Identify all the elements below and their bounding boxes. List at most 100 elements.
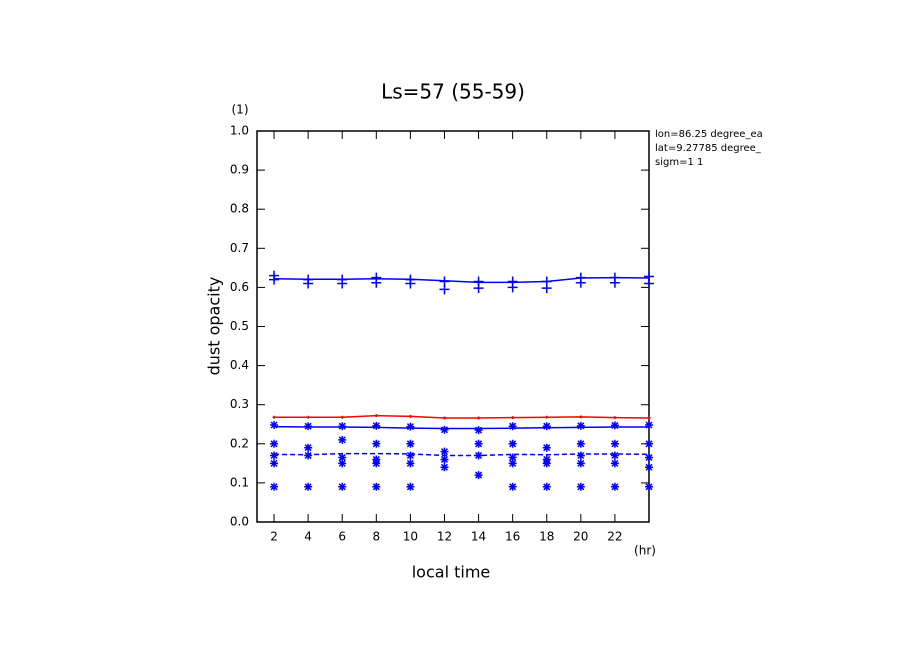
- plus-marker: [507, 282, 518, 293]
- star-marker: [270, 482, 279, 491]
- y-tick-label: 0.3: [230, 397, 249, 411]
- star-marker: [645, 421, 653, 430]
- x-tick-label: 8: [372, 530, 380, 544]
- plus-marker: [405, 278, 416, 289]
- star-marker: [304, 422, 313, 431]
- plus-marker: [609, 277, 620, 288]
- annotation: lon=86.25 degree_ea: [655, 129, 763, 140]
- plus-marker: [371, 277, 382, 288]
- star-marker: [440, 425, 449, 434]
- x-axis-label: local time: [412, 563, 491, 582]
- plus-marker: [303, 278, 314, 289]
- plus-marker: [541, 283, 552, 294]
- star-marker: [406, 422, 415, 431]
- star-marker: [508, 422, 517, 431]
- y-tick-label: 0.2: [230, 436, 249, 450]
- y-tick-label: 0.7: [230, 241, 249, 255]
- dot-marker: [545, 415, 549, 419]
- line: [274, 414, 650, 419]
- x-tick-label: 16: [505, 530, 520, 544]
- star-marker: [440, 463, 449, 472]
- dot-marker: [340, 415, 344, 419]
- star-marker: [406, 459, 415, 468]
- star-marker: [508, 453, 517, 462]
- dot-marker: [477, 416, 481, 420]
- plot-frame: [256, 130, 650, 523]
- star-marker: [270, 459, 279, 468]
- y-tick-label: 0.4: [230, 358, 249, 372]
- star-marker: [576, 451, 585, 460]
- plus-marker: [337, 278, 348, 289]
- star-marker: [372, 459, 381, 468]
- star-marker: [576, 459, 585, 468]
- x-tick-label: 12: [437, 530, 452, 544]
- x-tick-label: 14: [471, 530, 486, 544]
- star-marker: [610, 451, 619, 460]
- y-tick-label: 0.9: [230, 163, 249, 177]
- y-tick-label: 0.8: [230, 202, 249, 216]
- x-tick-label: 20: [573, 530, 588, 544]
- star-marker: [610, 421, 619, 430]
- star-marker: [542, 443, 551, 452]
- star-marker: [372, 421, 381, 430]
- star-marker: [542, 422, 551, 431]
- x-tick-label: 2: [270, 530, 278, 544]
- star-marker: [610, 482, 619, 491]
- dot-marker: [613, 416, 617, 420]
- star-marker: [372, 482, 381, 491]
- star-marker: [576, 482, 585, 491]
- annotation: lat=9.27785 degree_: [655, 143, 762, 154]
- line: [274, 276, 650, 284]
- plus-marker: [473, 283, 484, 294]
- dot-marker: [579, 415, 583, 419]
- star-marker: [610, 439, 619, 448]
- x-tick-label: 10: [403, 530, 418, 544]
- star-marker: [645, 463, 653, 472]
- star-marker: [645, 439, 653, 448]
- dot-marker: [442, 416, 446, 420]
- star-marker: [304, 451, 313, 460]
- x-unit: (hr): [634, 544, 656, 558]
- y-tick-label: 0.0: [230, 515, 249, 529]
- star-marker: [474, 471, 483, 480]
- star-marker: [338, 453, 347, 462]
- star-marker: [270, 451, 279, 460]
- star-marker: [508, 439, 517, 448]
- star-marker: [406, 451, 415, 460]
- dot-marker: [408, 414, 412, 418]
- star-marker: [610, 459, 619, 468]
- plus-marker: [439, 284, 450, 295]
- y-tick-label: 0.1: [230, 475, 249, 489]
- star-marker: [542, 459, 551, 468]
- dot-marker: [272, 415, 276, 419]
- star-marker: [270, 421, 279, 430]
- star-marker: [645, 482, 653, 491]
- star-marker: [338, 422, 347, 431]
- x-tick-label: 6: [338, 530, 346, 544]
- dot-marker: [647, 416, 651, 420]
- star-marker: [406, 439, 415, 448]
- star-marker: [338, 435, 347, 444]
- x-tick-label: 18: [539, 530, 554, 544]
- star-marker: [338, 459, 347, 468]
- star-marker: [440, 455, 449, 464]
- star-marker: [542, 482, 551, 491]
- x-tick-label: 4: [304, 530, 312, 544]
- y-tick-label: 0.5: [230, 319, 249, 333]
- line: [274, 425, 649, 430]
- plus-marker: [644, 278, 654, 289]
- star-marker: [440, 447, 449, 456]
- star-marker: [270, 439, 279, 448]
- star-marker: [304, 443, 313, 452]
- y-unit: (1): [232, 103, 249, 117]
- dot-marker: [374, 414, 378, 418]
- dot-marker: [511, 416, 515, 420]
- star-marker: [474, 426, 483, 435]
- y-tick-label: 0.6: [230, 280, 249, 294]
- star-marker: [576, 439, 585, 448]
- plus-marker: [269, 274, 280, 285]
- x-tick-label: 22: [607, 530, 622, 544]
- line: [274, 452, 650, 457]
